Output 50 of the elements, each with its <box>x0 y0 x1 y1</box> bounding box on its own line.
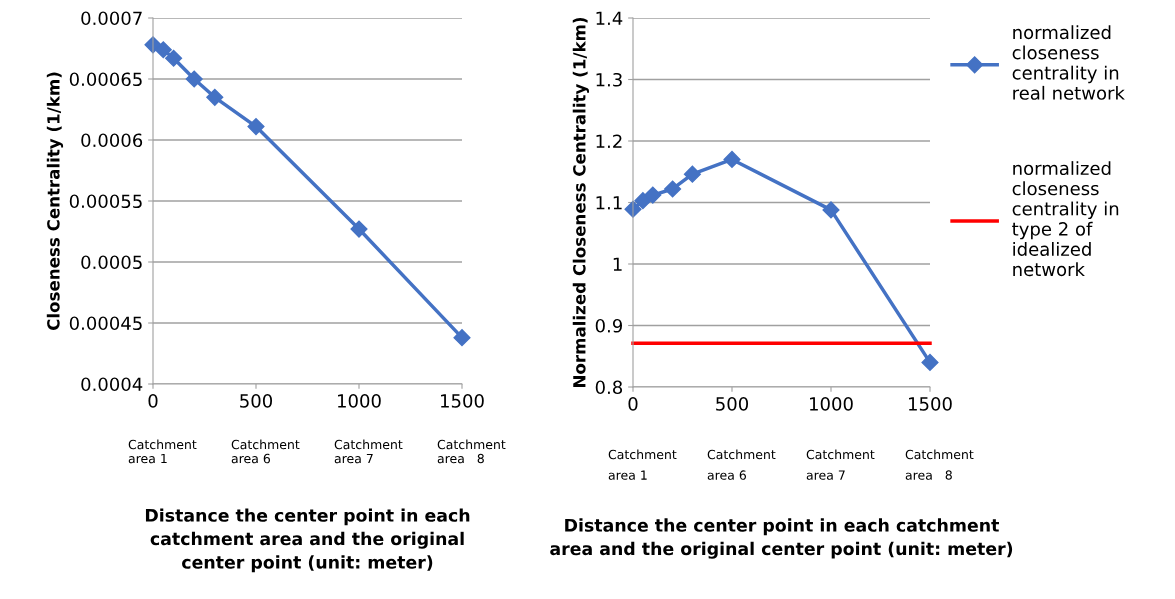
y-tick-label: 0.8 <box>595 380 623 395</box>
text: Catchment area 8 <box>437 439 506 464</box>
x-tick-label: 1500 <box>441 394 484 408</box>
y-tick-label: 0.00065 <box>69 72 142 87</box>
point <box>154 41 172 59</box>
point <box>664 180 682 198</box>
x-tick-label: 0 <box>148 394 158 408</box>
text: Catchment area 7 <box>806 449 875 480</box>
point <box>634 192 652 210</box>
text: Catchment area 1 <box>128 439 197 464</box>
y-tick-label: 0.0006 <box>81 133 143 148</box>
point <box>644 186 662 204</box>
text: Catchment area 6 <box>231 439 300 464</box>
point <box>185 70 203 88</box>
text: Catchment area 1 <box>608 449 677 480</box>
x-tick-label: 1000 <box>338 394 381 408</box>
x-axis-title: Distance the center point in each catchment area and the original center point (unit: meter) <box>550 518 1013 559</box>
y-tick-label: 1.4 <box>596 11 623 25</box>
x-tick-label: 500 <box>240 394 273 408</box>
legend-label: normalized closeness centrality in real network <box>1012 25 1125 100</box>
text: Catchment area 7 <box>334 439 403 464</box>
point <box>683 165 701 183</box>
y-tick-label: 1.3 <box>596 72 622 87</box>
point <box>723 150 741 169</box>
point <box>822 201 840 219</box>
point <box>206 88 224 106</box>
point <box>247 118 265 136</box>
y-tick-label: 0.00055 <box>69 194 142 209</box>
x-tick-label: 1500 <box>909 397 952 411</box>
y-tick-label: 0.0007 <box>81 11 142 26</box>
y-tick-label: 0.00045 <box>69 316 142 331</box>
y-axis-title: Closeness Centrality (1/km) <box>46 72 64 331</box>
y-tick-label: 1 <box>613 257 622 271</box>
point <box>350 220 368 238</box>
x-tick-label: 0 <box>628 397 638 411</box>
y-tick-label: 1.2 <box>596 134 622 148</box>
y-tick-label: 0.9 <box>595 318 623 333</box>
y-axis-title: Normalized Closeness Centrality (1/km) <box>572 17 590 388</box>
x-axis-title: Distance the center point in each catchment area and the original center point (unit: meter) <box>145 508 470 573</box>
point <box>165 49 183 67</box>
point <box>921 353 939 371</box>
point <box>453 329 471 347</box>
text: Catchment area 6 <box>707 449 776 480</box>
y-tick-label: 1.1 <box>596 196 622 210</box>
x-tick-label: 500 <box>716 397 749 411</box>
y-tick-label: 0.0004 <box>81 377 143 392</box>
legend-label: normalized closeness centrality in type 2 of idealized network <box>1012 161 1119 277</box>
x-tick-label: 1000 <box>810 397 853 411</box>
text: Catchment area 8 <box>905 449 974 480</box>
y-tick-label: 0.0005 <box>81 255 142 270</box>
